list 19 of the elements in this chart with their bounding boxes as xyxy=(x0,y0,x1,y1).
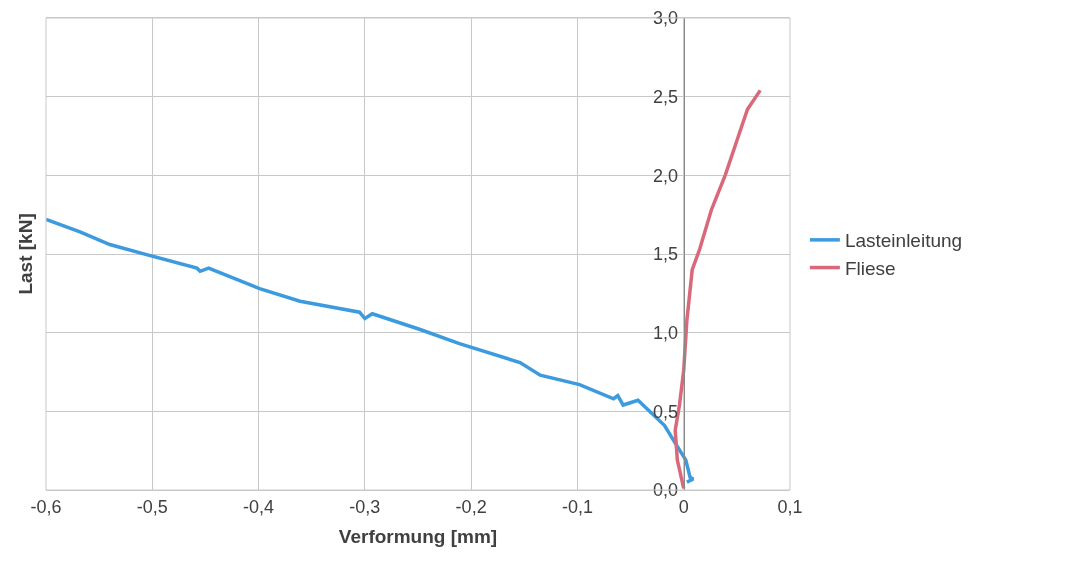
x-tick-label: 0,1 xyxy=(777,496,803,517)
legend-label: Fliese xyxy=(844,257,896,279)
y-tick-label: 0,0 xyxy=(653,480,679,501)
y-tick-label: 2,0 xyxy=(653,165,679,186)
x-tick-label: -0,3 xyxy=(349,496,381,517)
x-tick-label: -0,2 xyxy=(455,496,487,517)
x-tick-label: -0,1 xyxy=(561,496,593,517)
y-tick-label: 1,0 xyxy=(653,322,679,343)
x-tick-label: -0,4 xyxy=(243,496,275,517)
x-tick-label: -0,6 xyxy=(30,496,62,517)
x-axis-title: Verformung [mm] xyxy=(338,526,498,548)
x-tick-label: -0,5 xyxy=(136,496,168,517)
y-tick-label: 1,5 xyxy=(653,244,679,265)
y-tick-label: 3,0 xyxy=(653,8,679,29)
y-tick-label: 2,5 xyxy=(653,86,679,107)
legend-label: Lasteinleitung xyxy=(844,230,963,252)
x-tick-label: 0 xyxy=(678,496,689,517)
line-series xyxy=(46,217,696,484)
y-axis-title: Last [kN] xyxy=(14,213,36,295)
